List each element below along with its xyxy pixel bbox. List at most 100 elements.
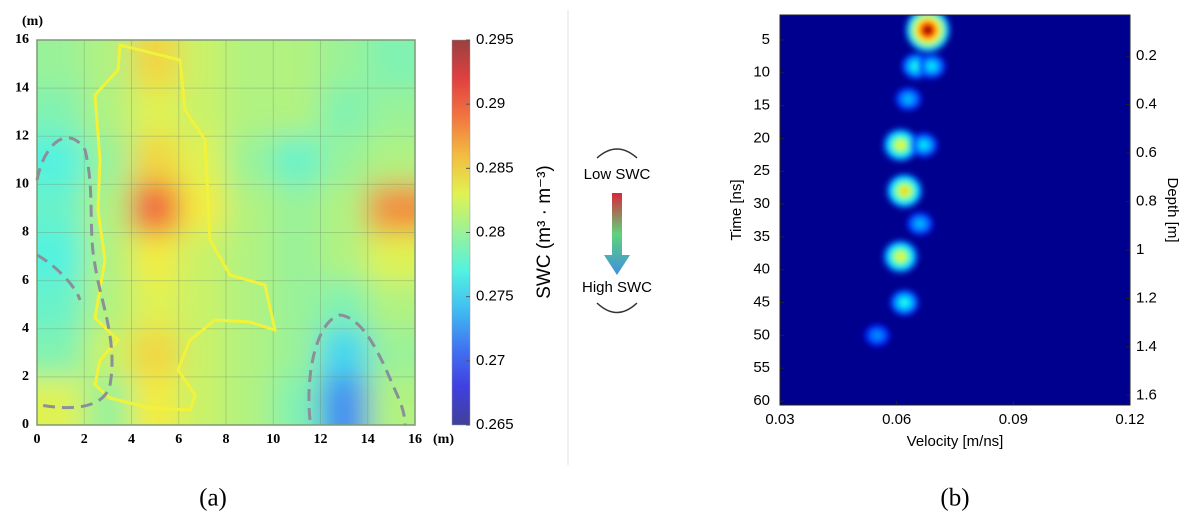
heatmap-cell (273, 376, 321, 425)
x-tick-label: 14 (361, 432, 375, 447)
y-tick-label: 8 (22, 225, 29, 240)
y-tick-label: 14 (15, 80, 29, 95)
heatmap-cell (320, 88, 368, 137)
x-tick-label: 0.03 (765, 411, 794, 428)
y2-tick-label: 0.4 (1136, 96, 1157, 113)
y-tick-label: 6 (22, 273, 29, 288)
heatmap-cell (178, 376, 226, 425)
y2-tick-label: 1.4 (1136, 338, 1157, 355)
y-tick-label: 25 (753, 162, 770, 179)
contour-dashed (307, 313, 407, 426)
heatmap-cell (226, 232, 274, 281)
low-label: Low SWC (584, 166, 651, 183)
intensity-blob (928, 63, 935, 69)
x-tick-label: 4 (128, 432, 135, 447)
heatmap-cell (37, 136, 85, 185)
intensity-blob (921, 142, 927, 148)
heatmap-cell (178, 40, 226, 89)
x-tick-label: 8 (223, 432, 230, 447)
heatmap-cell (84, 88, 132, 137)
caption: (a) (199, 485, 227, 512)
plot-frame (36, 39, 416, 426)
heatmap-cell (131, 280, 179, 329)
heatmap-cell (131, 136, 179, 185)
heatmap-cell (273, 136, 321, 185)
heatmap-cell (37, 280, 85, 329)
y-tick-label: 30 (753, 195, 770, 212)
x-tick-label: 6 (175, 432, 182, 447)
y2-axis-label: Depth [m] (1164, 177, 1181, 242)
heatmap-cell (37, 88, 85, 137)
y2-tick-label: 1.6 (1136, 386, 1157, 403)
y-tick-label: 60 (753, 392, 770, 409)
y2-tick-label: 0.2 (1136, 47, 1157, 64)
heatmap-cell (367, 136, 415, 185)
colorbar-tick-label: 0.285 (476, 159, 514, 176)
intensity-blob (900, 187, 909, 195)
colorbar-tick-label: 0.29 (476, 95, 505, 112)
colorbar-tick-label: 0.295 (476, 31, 514, 48)
x-tick-label: 0.09 (999, 411, 1028, 428)
heatmap-cell (84, 232, 132, 281)
heatmap-cell (367, 184, 415, 233)
x-tick-label: 0 (34, 432, 41, 447)
y-tick-label: 55 (753, 359, 770, 376)
y-axis-label: Time [ns] (728, 179, 745, 240)
heatmap-cell (320, 136, 368, 185)
heatmap-cell (37, 40, 85, 89)
heatmap-cell (178, 328, 226, 377)
y2-tick-label: 1.2 (1136, 289, 1157, 306)
heatmap-cell (131, 376, 179, 425)
heatmap-a (37, 40, 415, 425)
heatmap-cell (84, 136, 132, 185)
y-tick-label: 10 (15, 177, 29, 192)
heatmap-cell (367, 280, 415, 329)
x-axis-label: (m) (433, 432, 454, 447)
y-tick-label: 10 (753, 64, 770, 81)
y-tick-label: 5 (762, 31, 770, 48)
heatmap-cell (320, 184, 368, 233)
x-tick-label: 10 (266, 432, 280, 447)
caption: (b) (940, 485, 969, 512)
heatmap-cell (273, 280, 321, 329)
heatmap-cell (273, 40, 321, 89)
x-tick-label: 0.06 (882, 411, 911, 428)
intensity-blob (897, 253, 904, 260)
x-tick-label: 12 (314, 432, 328, 447)
heatmap-cell (226, 376, 274, 425)
y-tick-label: 45 (753, 294, 770, 311)
colorbar-tick-label: 0.265 (476, 416, 514, 433)
heatmap-cell (367, 328, 415, 377)
intensity-blob (897, 141, 904, 149)
heatmap-cell (320, 232, 368, 281)
heatmap-cell (273, 328, 321, 377)
heatmap-cell (37, 184, 85, 233)
heatmap-cell (273, 184, 321, 233)
colorbar-tick-label: 0.275 (476, 288, 514, 305)
intensity-blob (905, 96, 911, 102)
heatmap-cell (84, 40, 132, 89)
intensity-blob (923, 25, 933, 35)
intensity-blob (917, 221, 923, 227)
y-tick-label: 50 (753, 326, 770, 343)
plot-bg (780, 15, 1130, 405)
intensity-blob (913, 63, 919, 69)
y-tick-label: 20 (753, 129, 770, 146)
y-tick-label: 12 (15, 128, 29, 143)
x-axis-label: Velocity [m/ns] (907, 433, 1004, 450)
heatmap-cell (320, 328, 368, 377)
x-tick-label: 16 (408, 432, 422, 447)
arc (596, 302, 638, 314)
heatmap-cell (367, 40, 415, 89)
x-tick-label: 0.12 (1115, 411, 1144, 428)
heatmap-cell (131, 328, 179, 377)
heatmap-cell (226, 328, 274, 377)
contour-dashed (35, 136, 114, 410)
heatmap-cell (320, 376, 368, 425)
heatmap-cell (84, 376, 132, 425)
y-tick-label: 15 (753, 97, 770, 114)
y-axis-label: (m) (22, 14, 43, 29)
heatmap-cell (226, 184, 274, 233)
intensity-blob (874, 333, 880, 338)
